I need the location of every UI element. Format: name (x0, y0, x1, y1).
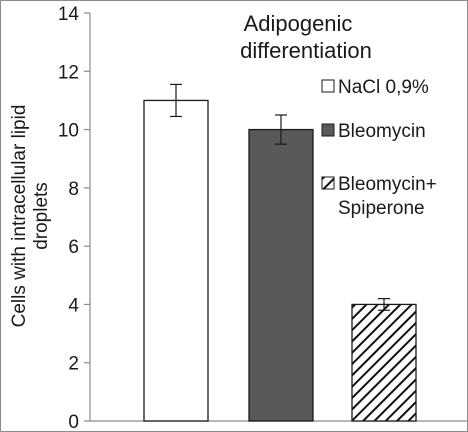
legend: NaCl 0,9% Bleomycin Bleomycin+ Spiperone (321, 77, 437, 219)
error-bar (378, 298, 390, 311)
y-tick-label: 14 (58, 4, 80, 25)
legend-swatch (321, 123, 335, 137)
y-axis-title-line-2: droplets (31, 182, 52, 250)
legend-label: Bleomycin (338, 121, 426, 142)
y-tick-label: 8 (68, 179, 79, 200)
y-axis-title-line-1: Cells with intracellular lipid (9, 105, 30, 328)
y-tick-label: 2 (68, 354, 79, 375)
legend-label: Spiperone (338, 198, 425, 219)
legend-item: Bleomycin+ Spiperone (321, 174, 437, 219)
chart-title-line-2: differentiation (240, 38, 372, 63)
chart-title-line-1: Adipogenic (244, 11, 353, 36)
legend-label: Bleomycin+ (338, 174, 437, 195)
y-tick-label: 6 (68, 237, 79, 258)
bar (248, 128, 314, 422)
y-tick-label: 10 (58, 121, 79, 142)
bars-group (143, 83, 417, 422)
legend-swatch (321, 79, 335, 93)
y-tick-label: 0 (68, 412, 79, 431)
legend-swatch (321, 176, 335, 190)
legend-item: NaCl 0,9% (321, 77, 429, 98)
legend-label: NaCl 0,9% (338, 77, 429, 98)
legend-item: Bleomycin (321, 121, 426, 142)
y-tick-label: 12 (58, 62, 79, 83)
bar (143, 99, 209, 422)
error-bar (275, 114, 287, 145)
y-tick-label: 4 (68, 295, 79, 316)
y-ticks-group: 0 2 4 6 8 10 12 14 (58, 4, 90, 431)
bar (351, 303, 417, 422)
error-bar (170, 83, 182, 118)
